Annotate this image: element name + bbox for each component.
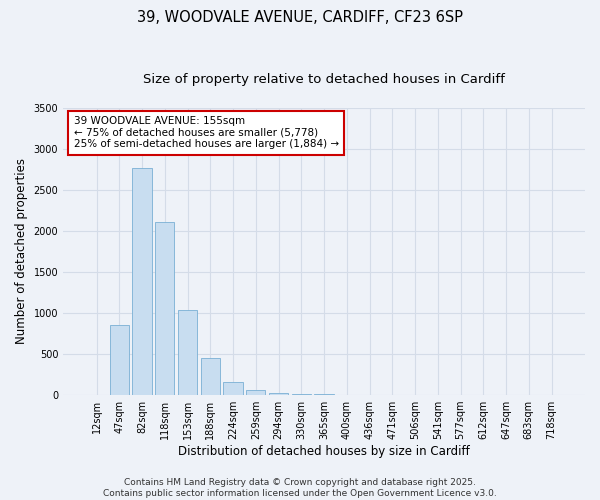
X-axis label: Distribution of detached houses by size in Cardiff: Distribution of detached houses by size … xyxy=(178,444,470,458)
Text: 39, WOODVALE AVENUE, CARDIFF, CF23 6SP: 39, WOODVALE AVENUE, CARDIFF, CF23 6SP xyxy=(137,10,463,25)
Title: Size of property relative to detached houses in Cardiff: Size of property relative to detached ho… xyxy=(143,72,505,86)
Bar xyxy=(133,168,152,394)
Bar xyxy=(200,358,220,395)
Bar xyxy=(269,393,288,394)
Bar xyxy=(155,222,175,394)
Bar xyxy=(246,390,265,394)
Bar xyxy=(110,325,129,394)
Bar xyxy=(223,382,243,394)
Text: 39 WOODVALE AVENUE: 155sqm
← 75% of detached houses are smaller (5,778)
25% of s: 39 WOODVALE AVENUE: 155sqm ← 75% of deta… xyxy=(74,116,339,150)
Bar xyxy=(178,310,197,394)
Y-axis label: Number of detached properties: Number of detached properties xyxy=(15,158,28,344)
Text: Contains HM Land Registry data © Crown copyright and database right 2025.
Contai: Contains HM Land Registry data © Crown c… xyxy=(103,478,497,498)
